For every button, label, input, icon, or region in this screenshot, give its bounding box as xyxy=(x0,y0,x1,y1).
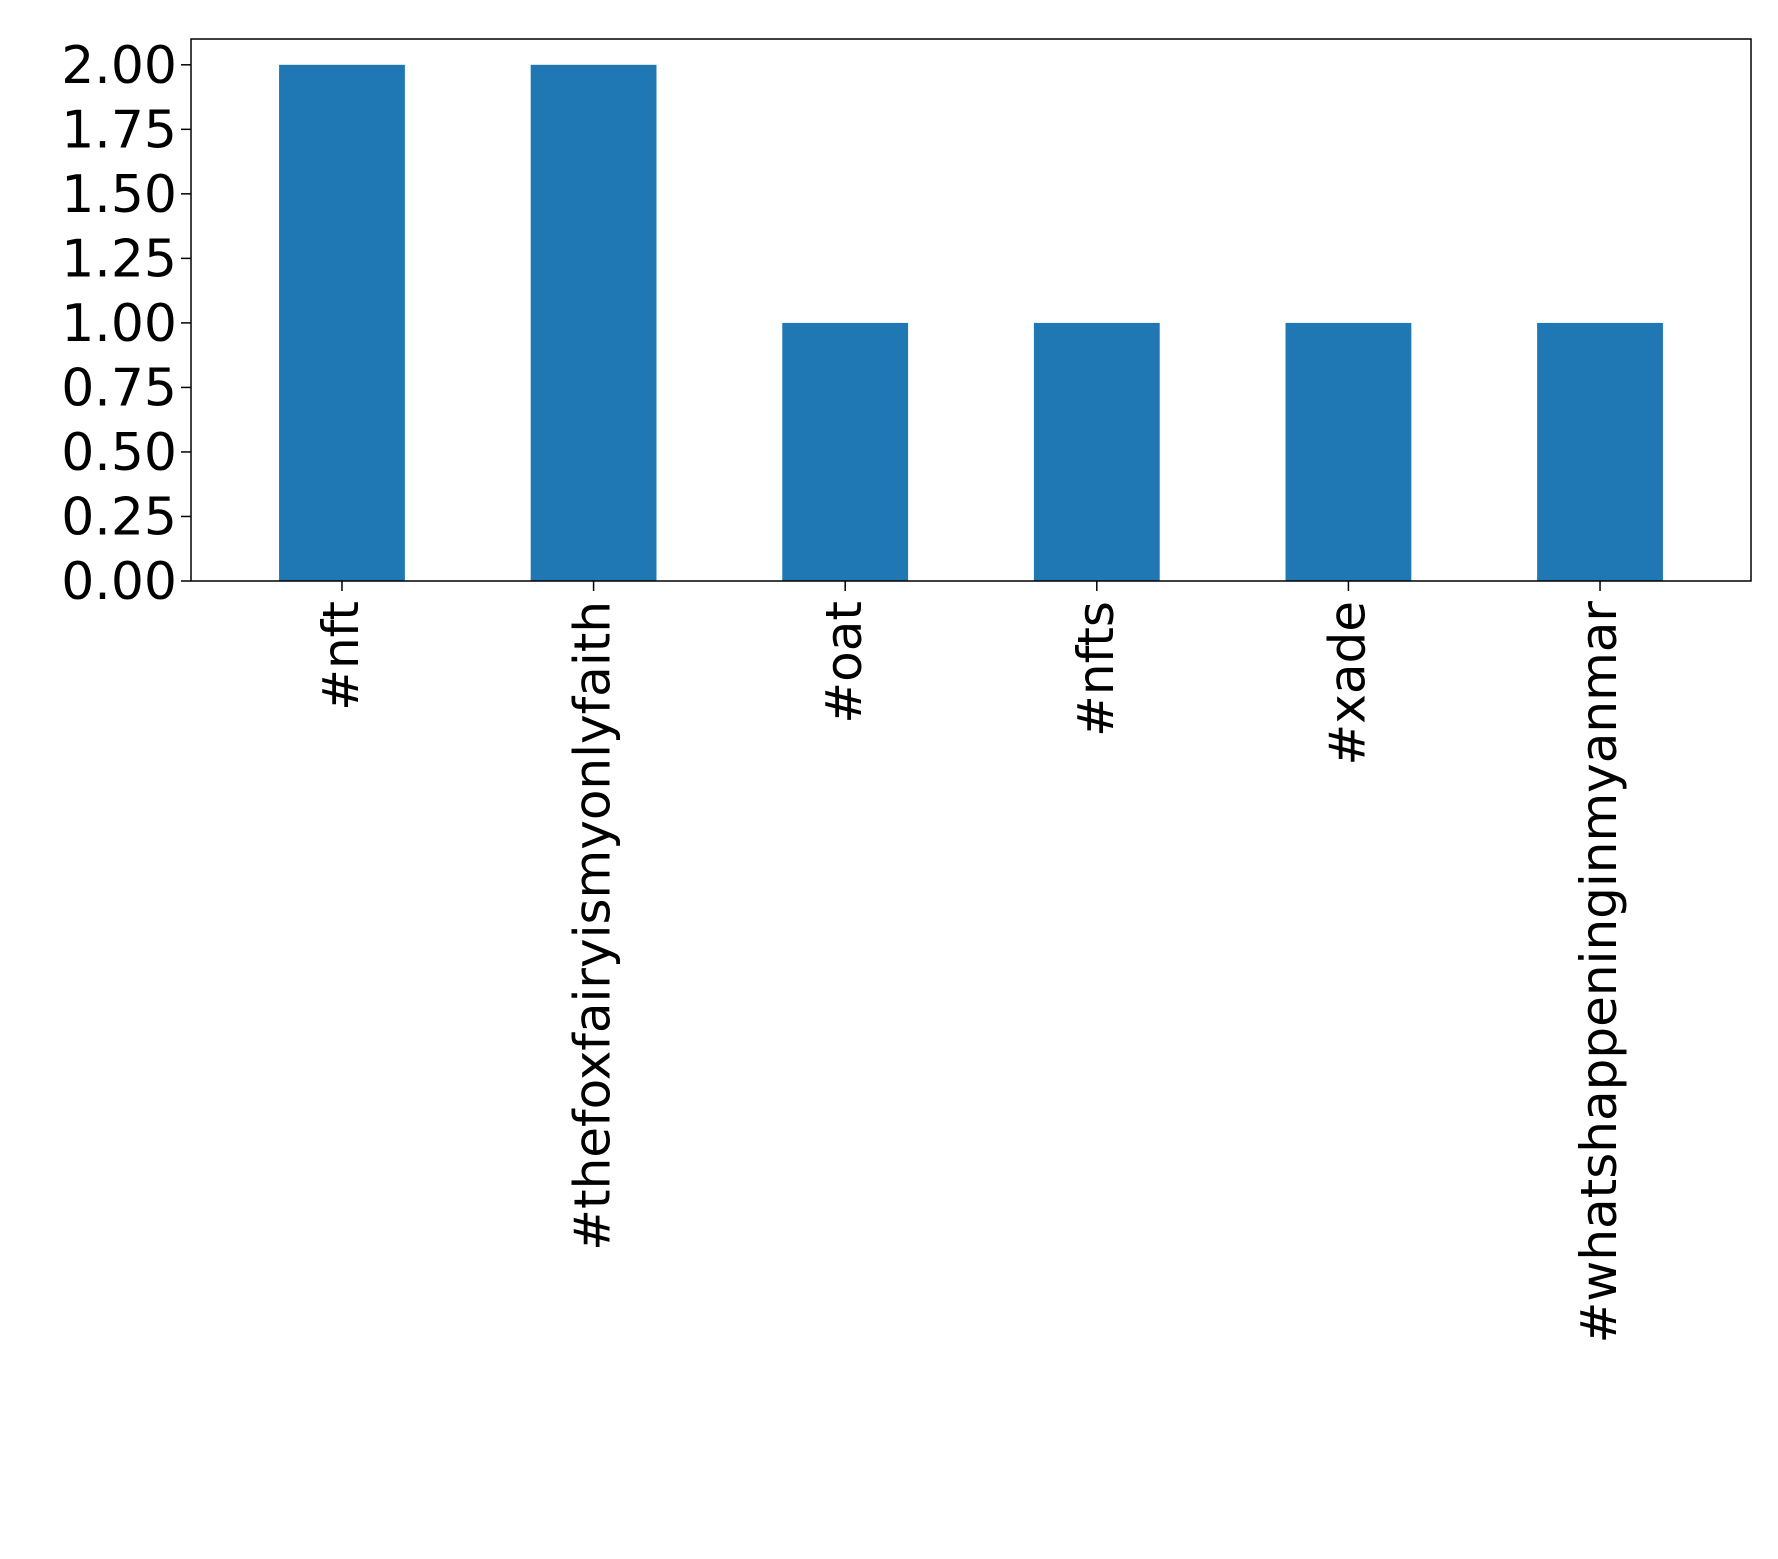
y-tick-label: 1.25 xyxy=(61,229,177,289)
x-tick-label: #nfts xyxy=(1067,601,1125,737)
y-tick-label: 2.00 xyxy=(61,36,177,96)
bar-nfts xyxy=(1033,322,1160,581)
bar-nft xyxy=(279,64,405,581)
x-tick-label: #nft xyxy=(312,601,370,711)
y-tick-label: 0.75 xyxy=(61,358,177,418)
bars-layer xyxy=(279,64,1663,581)
y-tick-label: 1.75 xyxy=(61,100,177,160)
x-tick-label: #xade xyxy=(1318,601,1376,766)
bar-oat xyxy=(782,322,909,581)
bar-thefoxfairyismyonlyfaith xyxy=(530,64,657,581)
bar-xade xyxy=(1285,322,1412,581)
y-tick-label: 0.25 xyxy=(61,487,177,547)
x-tick-label: #whatshappeninginmyanmar xyxy=(1570,601,1628,1344)
x-tick-label: #thefoxfairyismyonlyfaith xyxy=(564,601,622,1251)
x-tick-label: #oat xyxy=(815,601,873,724)
y-tick-label: 1.00 xyxy=(61,294,177,354)
plot-area-frame xyxy=(190,38,1752,582)
bar-whatshappeninginmyanmar xyxy=(1537,322,1663,581)
y-tick-label: 1.50 xyxy=(61,165,177,225)
y-axis: 0.000.250.500.751.001.251.501.752.00 xyxy=(61,36,191,612)
y-tick-label: 0.50 xyxy=(61,423,177,483)
y-tick-label: 0.00 xyxy=(61,552,177,612)
x-axis: #nft #thefoxfairyismyonlyfaith #oat #nfts #x… xyxy=(312,581,1628,1343)
